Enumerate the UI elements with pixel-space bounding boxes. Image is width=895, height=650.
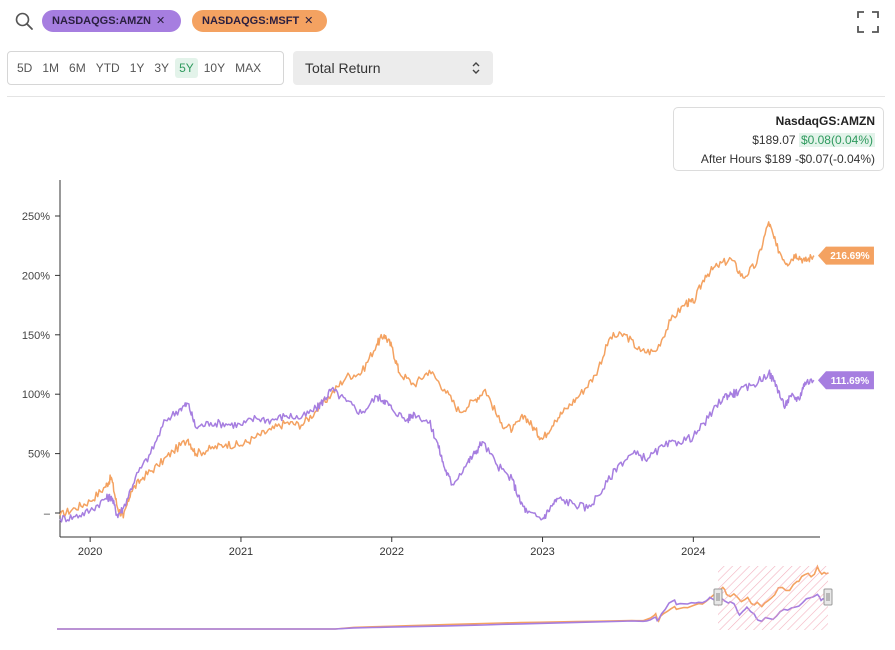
- y-tick-label: 50%: [28, 449, 50, 461]
- after-hours-price: $189: [764, 152, 792, 166]
- y-tick-label: 150%: [22, 330, 50, 342]
- series-line-msft: [59, 221, 815, 519]
- after-hours-change: -$0.07(-0.04%): [794, 152, 875, 166]
- range-5d[interactable]: 5D: [17, 61, 33, 75]
- end-label-amzn: 111.69%: [831, 376, 869, 387]
- close-icon[interactable]: ✕: [304, 15, 314, 27]
- quote-price: $189.07: [752, 133, 796, 147]
- quote-ticker: NasdaqGS:AMZN: [775, 114, 875, 128]
- ticker-chip-msft[interactable]: NASDAQGS:MSFT ✕: [192, 10, 327, 32]
- range-ytd[interactable]: YTD: [95, 61, 120, 75]
- quote-after-hours-row: After Hours $189 -$0.07(-0.04%): [674, 150, 875, 169]
- navigator-handle-left: [713, 588, 723, 606]
- navigator-handle-right: [823, 588, 833, 606]
- navigator-selection: [718, 566, 828, 630]
- quote-box: NasdaqGS:AMZN $189.07 $0.08(0.04%) After…: [673, 107, 884, 171]
- after-hours-label: After Hours: [700, 152, 762, 166]
- divider: [7, 96, 885, 97]
- chart-series: 216.69% 111.69%: [59, 221, 874, 523]
- range-1y[interactable]: 1Y: [129, 61, 145, 75]
- x-tick-label: 2023: [530, 546, 554, 558]
- y-tick-label: 200%: [22, 270, 50, 282]
- chevron-updown-icon: [472, 62, 480, 74]
- chart-axes: – 50% 100% 150% 200% 250% 2020 2021 2022 2023 2024: [22, 180, 820, 558]
- ticker-chip-label: NASDAQGS:AMZN: [52, 15, 151, 27]
- ticker-chip-label: NASDAQGS:MSFT: [202, 15, 300, 27]
- end-label-bg-amzn: [817, 371, 874, 390]
- range-1m[interactable]: 1M: [42, 61, 60, 75]
- range-6m[interactable]: 6M: [69, 61, 86, 75]
- fullscreen-icon[interactable]: [857, 11, 879, 33]
- quote-change: $0.08(0.04%): [798, 133, 875, 147]
- y-tick-label: 250%: [22, 211, 50, 223]
- close-icon[interactable]: ✕: [156, 15, 166, 27]
- x-tick-label: 2020: [78, 546, 102, 558]
- series-line-amzn: [59, 369, 815, 523]
- y-tick-label: 100%: [22, 389, 50, 401]
- x-tick-label: 2024: [681, 546, 705, 558]
- top-bar: NASDAQGS:AMZN ✕ NASDAQGS:MSFT ✕: [0, 0, 895, 44]
- return-type-value: Total Return: [305, 60, 381, 76]
- quote-price-row: $189.07 $0.08(0.04%): [674, 131, 875, 150]
- end-label-bg-msft: [817, 246, 874, 265]
- range-10y[interactable]: 10Y: [203, 61, 226, 75]
- range-selector: 5D 1M 6M YTD 1Y 3Y 5Y 10Y MAX: [7, 51, 284, 85]
- search-icon[interactable]: [14, 11, 34, 31]
- range-max[interactable]: MAX: [235, 61, 262, 75]
- navigator-line-msft: [57, 564, 829, 630]
- navigator-line-amzn: [57, 593, 829, 630]
- x-tick-label: 2022: [380, 546, 404, 558]
- range-3y[interactable]: 3Y: [154, 61, 170, 75]
- x-tick-label: 2021: [229, 546, 253, 558]
- range-5y[interactable]: 5Y: [175, 58, 198, 78]
- return-type-select[interactable]: Total Return: [293, 51, 493, 85]
- range-navigator[interactable]: [57, 564, 833, 630]
- ticker-chip-amzn[interactable]: NASDAQGS:AMZN ✕: [42, 10, 181, 32]
- end-label-msft: 216.69%: [830, 251, 870, 262]
- y-tick-label: –: [44, 508, 51, 520]
